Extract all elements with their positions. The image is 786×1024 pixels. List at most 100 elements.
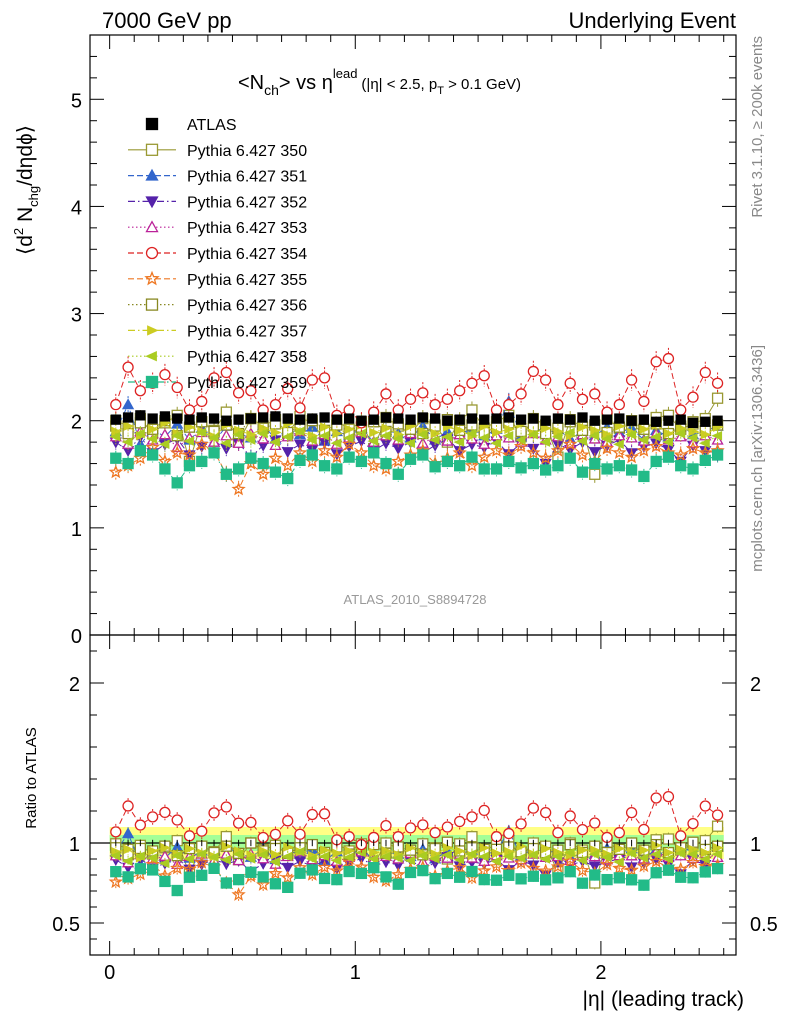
data-point: [319, 412, 330, 423]
ratio-point: [134, 863, 147, 875]
ratio-point: [465, 849, 477, 859]
ratio-point: [454, 815, 466, 828]
ratio-point: [220, 801, 232, 813]
ratio-point: [232, 817, 245, 829]
ratio-point: [675, 830, 687, 842]
data-point: [503, 412, 514, 423]
data-point: [182, 447, 197, 462]
legend-item: Pythia 6.427 350: [128, 143, 307, 160]
data-point: [478, 463, 490, 475]
data-point: [625, 429, 637, 440]
ratio-point: [576, 855, 587, 866]
data-point: [380, 412, 392, 423]
ratio-point: [282, 815, 294, 827]
ratio-point: [575, 863, 590, 877]
ratio-point: [576, 877, 589, 889]
legend-label: Pythia 6.427 354: [187, 246, 307, 263]
ratio-point: [380, 871, 392, 883]
data-point: [638, 395, 650, 408]
ratio-point: [625, 806, 638, 819]
legend-marker: [145, 246, 159, 260]
ratio-point: [245, 816, 257, 829]
data-point: [232, 429, 244, 440]
data-point: [109, 432, 121, 442]
data-point: [184, 414, 195, 425]
ratio-point: [159, 875, 171, 888]
title-main: <N: [238, 72, 264, 94]
ratio-ytick-label-right: 2: [750, 674, 761, 696]
ratio-point: [196, 869, 208, 881]
ratio-point: [588, 849, 600, 859]
data-point: [600, 434, 612, 444]
ratio-point: [711, 849, 723, 859]
ratio-point: [685, 854, 701, 869]
data-point: [233, 414, 244, 425]
data-point: [563, 427, 575, 438]
ratio-point: [269, 878, 282, 890]
data-point: [552, 460, 564, 472]
data-point: [280, 458, 295, 472]
data-point: [281, 432, 293, 442]
data-point: [134, 445, 147, 457]
ratio-point: [256, 850, 268, 860]
data-point: [232, 387, 245, 399]
ratio-point: [122, 800, 134, 812]
ratio-point: [417, 864, 429, 877]
data-point: [466, 451, 478, 463]
ratio-ytick-label: 1: [69, 834, 80, 856]
data-point: [614, 421, 626, 431]
data-point: [649, 438, 664, 453]
data-point: [306, 374, 318, 386]
data-point: [220, 366, 232, 379]
ratio-point: [245, 866, 257, 878]
ratio-point: [293, 846, 305, 857]
series-0: [110, 410, 723, 429]
data-point: [550, 443, 566, 457]
data-point: [221, 415, 232, 426]
data-point: [196, 412, 207, 423]
ratio-point: [134, 851, 145, 862]
data-point: [306, 420, 319, 432]
data-point: [220, 468, 232, 480]
legend-label: Pythia 6.427 358: [187, 349, 307, 366]
ratio-point: [269, 857, 280, 867]
ratio-point: [158, 858, 170, 869]
data-point: [453, 437, 465, 447]
legend-marker: [145, 117, 159, 131]
data-point: [675, 404, 687, 416]
data-point: [183, 404, 196, 416]
data-point: [195, 427, 207, 438]
ratio-point: [639, 845, 651, 855]
data-point: [270, 427, 282, 438]
legend-label: Pythia 6.427 350: [187, 143, 307, 160]
ratio-point: [527, 850, 538, 860]
ratio-point: [650, 792, 662, 804]
data-point: [575, 447, 590, 462]
ratio-point: [122, 871, 134, 883]
data-point: [711, 449, 724, 461]
ratio-point: [170, 860, 185, 875]
ratio-series: [108, 788, 725, 902]
data-point: [208, 372, 220, 384]
ratio-point: [123, 844, 135, 855]
ratio-point: [232, 854, 245, 866]
legend-item: Pythia 6.427 358: [128, 349, 307, 366]
legend-item: Pythia 6.427 351: [128, 169, 307, 186]
ratio-point: [281, 851, 293, 862]
ratio-ytick-label: 2: [69, 674, 80, 696]
ratio-point: [466, 811, 478, 823]
ratio-point: [453, 854, 465, 865]
data-point: [588, 430, 600, 441]
data-point: [649, 432, 661, 442]
ratio-series-5: [110, 788, 724, 853]
data-point: [282, 382, 294, 395]
ratio-point: [380, 820, 392, 832]
ratio-point: [220, 855, 231, 865]
ratio-ytick-label: 0.5: [52, 914, 80, 936]
ratio-point: [539, 874, 552, 886]
data-point: [318, 372, 331, 384]
ratio-point: [159, 806, 171, 819]
data-point: [441, 455, 454, 468]
data-point: [123, 421, 135, 431]
ratio-point: [331, 873, 343, 886]
